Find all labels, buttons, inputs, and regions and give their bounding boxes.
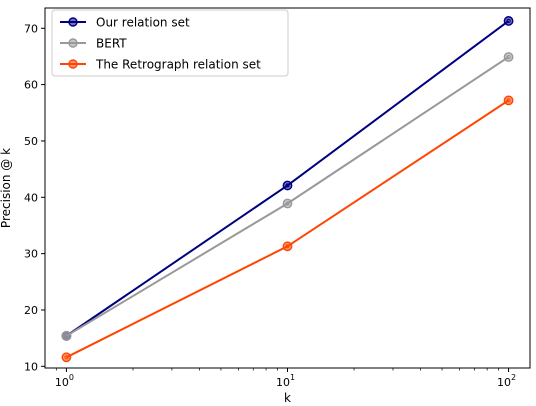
legend-swatch-marker <box>68 59 78 69</box>
y-tick-label: 50 <box>24 135 38 148</box>
legend-item: BERT <box>60 37 127 51</box>
data-point-center <box>285 201 290 206</box>
y-tick-label: 30 <box>24 248 38 261</box>
x-tick-exponent: 0 <box>69 373 74 382</box>
x-tick-base: 10 <box>55 376 69 389</box>
data-point <box>61 330 72 341</box>
y-tick-label: 20 <box>24 304 38 317</box>
series-line <box>65 99 510 359</box>
x-tick-base: 10 <box>497 376 511 389</box>
data-point-center <box>64 355 69 360</box>
x-tick-label: 101 <box>276 373 295 389</box>
legend-label: Our relation set <box>96 16 190 30</box>
data-point <box>282 180 293 191</box>
series-1 <box>61 52 514 341</box>
y-axis-ticks: 10 20 30 40 50 60 70 <box>24 22 45 373</box>
x-tick-base: 10 <box>276 376 290 389</box>
data-point <box>503 52 514 62</box>
x-tick-label: 102 <box>497 373 516 389</box>
data-point <box>282 198 293 209</box>
data-point-center <box>285 183 290 188</box>
data-point-center <box>506 98 511 103</box>
data-point <box>282 241 293 252</box>
data-point-center <box>64 333 69 338</box>
data-point-center <box>506 54 511 60</box>
legend-swatch-marker <box>68 38 78 48</box>
legend: Our relation set BERT The Retrograph relat… <box>51 9 289 77</box>
y-axis-label: Precision @ k <box>0 148 13 228</box>
x-axis-ticks: 100 101 102 <box>55 368 516 389</box>
legend-label: The Retrograph relation set <box>95 58 261 72</box>
y-tick-label: 60 <box>24 79 38 92</box>
x-axis-label: k <box>284 391 291 405</box>
legend-box <box>51 9 289 77</box>
x-tick-label: 100 <box>55 373 74 389</box>
y-tick-label: 10 <box>24 360 38 373</box>
series-line <box>65 56 510 337</box>
data-point <box>503 16 514 26</box>
y-tick-label: 40 <box>24 191 38 204</box>
legend-label: BERT <box>96 37 127 51</box>
legend-swatch-marker <box>68 17 78 27</box>
x-tick-exponent: 2 <box>511 373 516 382</box>
data-point <box>61 352 72 363</box>
x-tick-exponent: 1 <box>290 373 295 382</box>
y-tick-label: 70 <box>24 22 38 35</box>
axes-frame <box>44 7 531 369</box>
series-layer <box>61 16 514 363</box>
legend-item: The Retrograph relation set <box>60 58 261 72</box>
data-point <box>503 95 514 106</box>
legend-item: Our relation set <box>60 16 190 30</box>
series-2 <box>61 95 514 363</box>
data-point-center <box>285 244 290 249</box>
data-point-center <box>506 18 511 24</box>
